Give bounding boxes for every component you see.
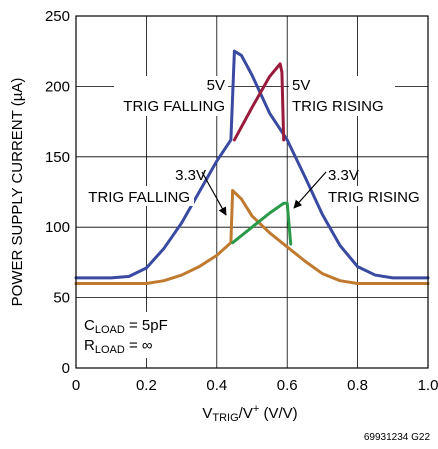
svg-text:TRIG RISING: TRIG RISING (328, 189, 420, 206)
series-line-3 (74, 189, 235, 286)
y-tick-label: 50 (53, 290, 70, 307)
x-tick-label: 0.8 (347, 377, 368, 394)
y-tick-labels: 0 50 100 150 200 250 (45, 8, 70, 377)
series-line-0 (74, 49, 236, 280)
x-tick-label: 0.2 (136, 377, 157, 394)
arrow-3v3-falling (201, 171, 227, 216)
series-line-4 (231, 189, 430, 286)
annotation-5v-rising: 5V TRIG RISING (289, 76, 395, 116)
y-tick-label: 200 (45, 78, 70, 95)
series-layer (74, 49, 430, 286)
load-conditions: CLOAD = 5pF RLOAD = ∞ (80, 312, 180, 358)
y-axis-label: POWER SUPPLY CURRENT (µA) (9, 78, 26, 307)
annotation-3v3-rising: 3.3V TRIG RISING (325, 167, 427, 206)
x-tick-labels: 0 0.2 0.4 0.6 0.8 1.0 (72, 377, 438, 394)
series-line-5 (231, 201, 293, 246)
series-line-2 (232, 62, 286, 142)
annotation-5v-falling: 5V TRIG FALLING (114, 76, 228, 116)
y-tick-label: 0 (62, 360, 70, 377)
arrow-3v3-rising (293, 171, 327, 209)
y-tick-label: 150 (45, 149, 70, 166)
x-tick-label: 0.6 (277, 377, 298, 394)
x-tick-label: 1.0 (418, 377, 438, 394)
x-axis-label: VTRIG/V+ (V/V) (202, 403, 297, 424)
x-tick-label: 0.4 (206, 377, 227, 394)
svg-text:TRIG FALLING: TRIG FALLING (123, 98, 225, 115)
svg-text:5V: 5V (207, 77, 225, 94)
svg-text:5V: 5V (292, 77, 310, 94)
figure-code: 69931234 G22 (364, 432, 431, 443)
svg-text:CLOAD = 5pF: CLOAD = 5pF (84, 317, 168, 336)
svg-text:TRIG FALLING: TRIG FALLING (88, 189, 190, 206)
y-tick-label: 100 (45, 219, 70, 236)
y-tick-label: 250 (45, 8, 70, 25)
svg-text:3.3V: 3.3V (175, 167, 206, 184)
svg-text:TRIG RISING: TRIG RISING (292, 98, 384, 115)
svg-text:3.3V: 3.3V (328, 167, 359, 184)
svg-text:RLOAD = ∞: RLOAD = ∞ (84, 337, 153, 356)
x-tick-label: 0 (72, 377, 80, 394)
annotation-3v3-falling: 3.3V TRIG FALLING (80, 167, 206, 206)
plot-frame (75, 15, 429, 369)
series-line-1 (232, 49, 430, 280)
